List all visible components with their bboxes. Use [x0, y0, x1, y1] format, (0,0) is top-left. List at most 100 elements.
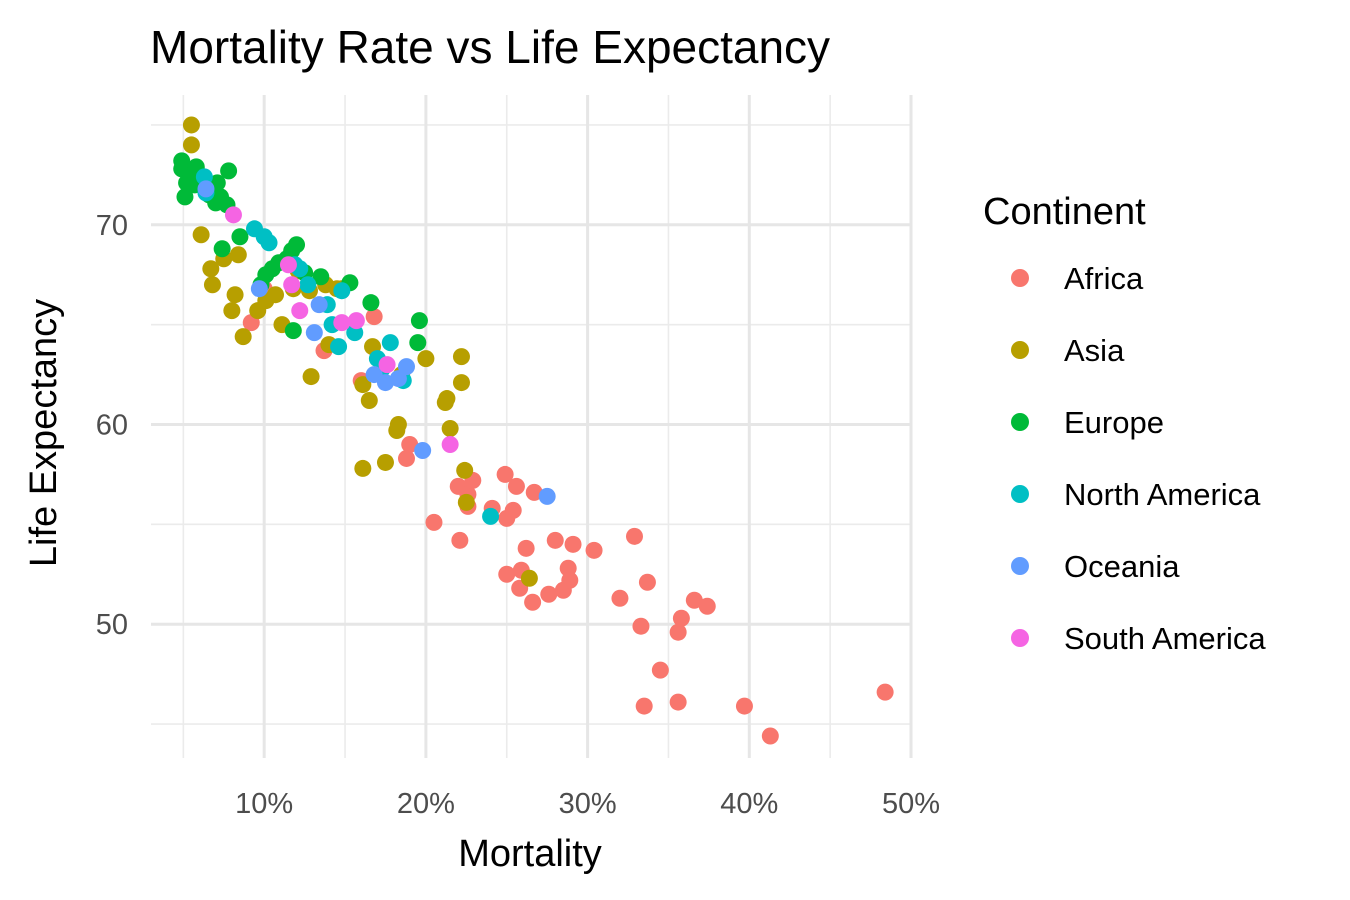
point-africa [425, 513, 443, 531]
point-south-america [224, 206, 242, 224]
point-europe [213, 240, 231, 258]
legend-label-europe: Europe [1064, 405, 1164, 440]
point-asia [452, 374, 470, 392]
point-south-america [441, 435, 459, 453]
point-north-america [482, 507, 500, 525]
point-africa [498, 565, 516, 583]
legend-key-africa [1011, 269, 1029, 287]
point-south-america [279, 256, 297, 274]
point-asia [441, 419, 459, 437]
point-south-america [378, 356, 396, 374]
x-tick-label: 50% [882, 788, 940, 820]
y-tick-label: 50 [96, 609, 128, 641]
legend-label-south-america: South America [1064, 621, 1266, 656]
data-points [173, 116, 894, 745]
point-africa [517, 539, 535, 557]
point-asia [354, 459, 372, 477]
point-europe [409, 334, 427, 352]
point-europe [220, 162, 238, 180]
point-asia [234, 328, 252, 346]
point-asia [226, 286, 244, 304]
point-asia [192, 226, 210, 244]
point-asia [417, 350, 435, 368]
point-africa [397, 449, 415, 467]
point-africa [496, 465, 514, 483]
point-europe [362, 294, 380, 312]
series-oceania [197, 180, 556, 505]
chart-title: Mortality Rate vs Life Expectancy [150, 21, 830, 73]
point-asia [456, 461, 474, 479]
series-north-america [195, 168, 500, 525]
point-north-america [333, 282, 351, 300]
point-africa [585, 541, 603, 559]
point-africa [525, 483, 543, 501]
point-south-america [333, 314, 351, 332]
legend: Continent Africa Asia Europe North America O… [983, 191, 1266, 656]
point-asia [302, 368, 320, 386]
point-oceania [250, 280, 268, 298]
point-africa [698, 597, 716, 615]
point-europe [410, 312, 428, 330]
point-africa [635, 697, 653, 715]
point-asia [438, 390, 456, 408]
point-africa [638, 573, 656, 591]
point-asia [520, 569, 538, 587]
point-africa [876, 683, 894, 701]
point-north-america [330, 338, 348, 356]
point-oceania [197, 180, 215, 198]
y-axis-title: Life Expectancy [23, 299, 65, 567]
point-europe [284, 322, 302, 340]
y-tick-label: 70 [96, 210, 128, 242]
grid-lines [151, 95, 913, 758]
legend-label-africa: Africa [1064, 261, 1144, 296]
point-north-america [260, 234, 278, 252]
point-africa [507, 477, 525, 495]
point-asia [376, 453, 394, 471]
point-europe [231, 228, 249, 246]
legend-key-europe [1011, 413, 1029, 431]
point-africa [524, 593, 542, 611]
point-europe [312, 268, 330, 286]
x-axis-title: Mortality [458, 833, 602, 875]
point-africa [546, 531, 564, 549]
legend-label-north-america: North America [1064, 477, 1261, 512]
y-tick-label: 60 [96, 410, 128, 442]
point-europe [176, 188, 194, 206]
x-tick-label: 40% [720, 788, 778, 820]
point-asia [360, 392, 378, 410]
point-asia [203, 276, 221, 294]
legend-key-south-america [1011, 629, 1029, 647]
point-africa [651, 661, 669, 679]
point-africa [685, 591, 703, 609]
point-oceania [389, 370, 407, 388]
x-tick-label: 20% [397, 788, 455, 820]
point-oceania [305, 324, 323, 342]
point-asia [229, 246, 247, 264]
point-africa [365, 308, 383, 326]
point-africa [611, 589, 629, 607]
point-africa [540, 585, 558, 603]
legend-key-north-america [1011, 485, 1029, 503]
point-north-america [381, 334, 399, 352]
x-axis-ticks: 10% 20% 30% 40% 50% [235, 788, 940, 820]
point-europe [288, 236, 306, 254]
legend-key-oceania [1011, 557, 1029, 575]
point-asia [452, 348, 470, 366]
legend-title: Continent [983, 191, 1146, 233]
point-africa [632, 617, 650, 635]
point-asia [267, 286, 285, 304]
point-africa [504, 501, 522, 519]
point-asia [182, 136, 200, 154]
point-oceania [538, 487, 556, 505]
point-asia [457, 493, 475, 511]
point-africa [564, 535, 582, 553]
point-africa [561, 571, 579, 589]
series-europe [173, 152, 428, 352]
point-asia [354, 376, 372, 394]
legend-label-asia: Asia [1064, 333, 1125, 368]
point-africa [735, 697, 753, 715]
point-north-america [299, 276, 317, 294]
legend-label-oceania: Oceania [1064, 549, 1180, 584]
x-tick-label: 30% [559, 788, 617, 820]
